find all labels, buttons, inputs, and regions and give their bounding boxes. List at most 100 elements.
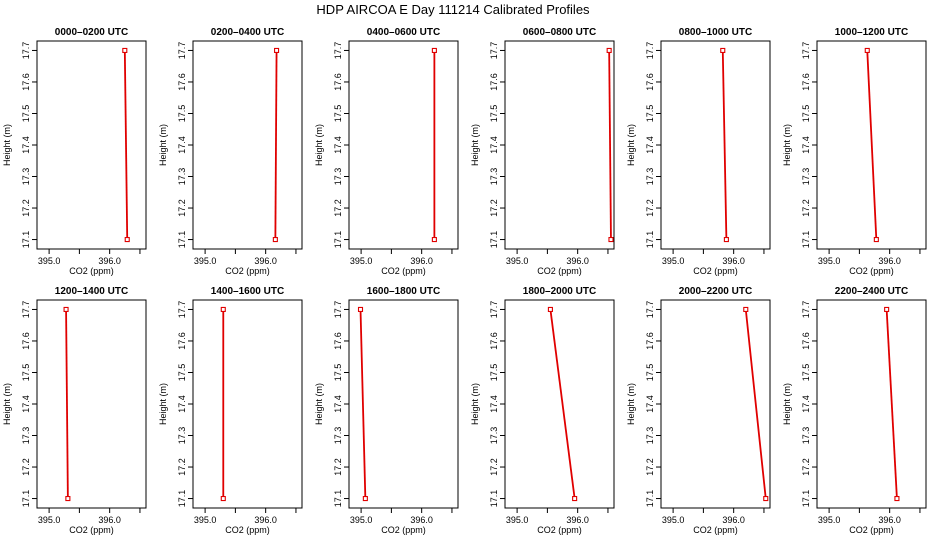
y-axis-label: Height (m) bbox=[626, 383, 636, 425]
x-tick-label: 396.0 bbox=[878, 256, 901, 266]
x-tick-label: 396.0 bbox=[410, 515, 433, 525]
panel-title: 0200–0400 UTC bbox=[211, 27, 284, 38]
y-tick-label: 17.2 bbox=[177, 199, 187, 217]
data-point bbox=[864, 47, 870, 54]
x-tick-label: 395.0 bbox=[38, 515, 61, 525]
plot-frame bbox=[348, 40, 459, 250]
profile-panel: 1200–1400 UTC 395.0 396.0 17.1 17.2 17.3 17.4 1… bbox=[2, 286, 147, 535]
x-axis-label: CO2 (ppm) bbox=[225, 525, 270, 535]
x-axis-label: CO2 (ppm) bbox=[381, 525, 426, 535]
panel-title: 0600–0800 UTC bbox=[523, 27, 596, 38]
y-tick-label: 17.3 bbox=[21, 427, 31, 445]
data-point bbox=[884, 306, 890, 313]
data-point bbox=[723, 236, 729, 243]
y-tick-label: 17.5 bbox=[21, 364, 31, 382]
profile-panel: 2200–2400 UTC 395.0 396.0 17.1 17.2 17.3 17.4 1… bbox=[782, 286, 927, 535]
y-tick-label: 17.3 bbox=[645, 427, 655, 445]
y-tick-label: 17.6 bbox=[177, 73, 187, 91]
y-tick-label: 17.7 bbox=[645, 42, 655, 60]
x-tick-label: 396.0 bbox=[566, 515, 589, 525]
y-tick-label: 17.2 bbox=[489, 458, 499, 476]
x-tick-label: 396.0 bbox=[254, 515, 277, 525]
y-tick-label: 17.5 bbox=[489, 364, 499, 382]
x-axis-label: CO2 (ppm) bbox=[381, 266, 426, 276]
x-tick-label: 395.0 bbox=[194, 256, 217, 266]
profile-line bbox=[549, 309, 576, 499]
profile-panel: 1800–2000 UTC 395.0 396.0 17.1 17.2 17.3 17.4 1… bbox=[470, 286, 615, 535]
data-point bbox=[272, 236, 278, 243]
y-tick-label: 17.2 bbox=[645, 458, 655, 476]
x-axis-label: CO2 (ppm) bbox=[693, 525, 738, 535]
panel-title: 2200–2400 UTC bbox=[835, 286, 908, 297]
y-axis-label: Height (m) bbox=[2, 383, 12, 425]
y-tick-label: 17.4 bbox=[645, 136, 655, 154]
y-axis-label: Height (m) bbox=[158, 124, 168, 166]
y-tick-label: 17.1 bbox=[21, 231, 31, 249]
plot-frame bbox=[192, 299, 303, 509]
y-tick-label: 17.5 bbox=[333, 364, 343, 382]
data-point bbox=[362, 495, 368, 502]
y-tick-label: 17.3 bbox=[645, 168, 655, 186]
y-tick-label: 17.6 bbox=[489, 73, 499, 91]
x-tick-label: 396.0 bbox=[566, 256, 589, 266]
profile-line bbox=[721, 50, 728, 240]
profile-panel: 1000–1200 UTC 395.0 396.0 17.1 17.2 17.3 17.4 1… bbox=[782, 27, 927, 276]
y-tick-label: 17.6 bbox=[21, 73, 31, 91]
y-tick-label: 17.7 bbox=[177, 301, 187, 319]
panel-title: 0000–0200 UTC bbox=[55, 27, 128, 38]
y-tick-label: 17.5 bbox=[801, 364, 811, 382]
y-tick-label: 17.1 bbox=[177, 231, 187, 249]
y-tick-label: 17.1 bbox=[21, 490, 31, 508]
y-axis-label: Height (m) bbox=[470, 124, 480, 166]
x-tick-label: 396.0 bbox=[722, 256, 745, 266]
plot-frame bbox=[504, 40, 615, 250]
panel-title: 1800–2000 UTC bbox=[523, 286, 596, 297]
y-tick-label: 17.4 bbox=[801, 395, 811, 413]
x-axis-label: CO2 (ppm) bbox=[69, 525, 114, 535]
y-tick-label: 17.5 bbox=[177, 105, 187, 123]
x-axis-label: CO2 (ppm) bbox=[693, 266, 738, 276]
data-point bbox=[122, 47, 128, 54]
data-point bbox=[65, 495, 71, 502]
x-axis-label: CO2 (ppm) bbox=[849, 266, 894, 276]
y-tick-label: 17.3 bbox=[489, 168, 499, 186]
plot-frame bbox=[192, 40, 303, 250]
data-point bbox=[220, 495, 226, 502]
y-tick-label: 17.4 bbox=[333, 136, 343, 154]
y-tick-label: 17.5 bbox=[645, 364, 655, 382]
x-tick-label: 396.0 bbox=[98, 256, 121, 266]
y-axis-label: Height (m) bbox=[782, 124, 792, 166]
y-tick-label: 17.7 bbox=[333, 42, 343, 60]
y-axis-label: Height (m) bbox=[782, 383, 792, 425]
y-tick-label: 17.4 bbox=[489, 136, 499, 154]
y-tick-label: 17.7 bbox=[645, 301, 655, 319]
y-tick-label: 17.4 bbox=[177, 136, 187, 154]
data-point bbox=[608, 236, 614, 243]
data-point bbox=[763, 495, 769, 502]
y-tick-label: 17.2 bbox=[645, 199, 655, 217]
y-axis-label: Height (m) bbox=[626, 124, 636, 166]
y-tick-label: 17.5 bbox=[21, 105, 31, 123]
profile-panel: 0000–0200 UTC 395.0 396.0 17.1 17.2 17.3 17.4 1… bbox=[2, 27, 147, 276]
plot-frame bbox=[660, 299, 771, 509]
x-tick-label: 395.0 bbox=[662, 256, 685, 266]
y-tick-label: 17.1 bbox=[489, 231, 499, 249]
x-tick-label: 395.0 bbox=[818, 256, 841, 266]
x-tick-label: 395.0 bbox=[350, 256, 373, 266]
profile-panel: 1400–1600 UTC 395.0 396.0 17.1 17.2 17.3 17.4 1… bbox=[158, 286, 303, 535]
y-tick-label: 17.6 bbox=[489, 332, 499, 350]
y-tick-label: 17.6 bbox=[645, 73, 655, 91]
data-point bbox=[873, 236, 879, 243]
y-tick-label: 17.6 bbox=[801, 332, 811, 350]
y-tick-label: 17.4 bbox=[489, 395, 499, 413]
y-axis-label: Height (m) bbox=[314, 124, 324, 166]
y-tick-label: 17.1 bbox=[801, 231, 811, 249]
x-tick-label: 396.0 bbox=[878, 515, 901, 525]
y-tick-label: 17.7 bbox=[21, 42, 31, 60]
data-point bbox=[357, 306, 364, 313]
y-tick-label: 17.3 bbox=[21, 168, 31, 186]
data-point bbox=[743, 306, 749, 313]
x-tick-label: 395.0 bbox=[662, 515, 685, 525]
profile-line bbox=[274, 50, 278, 240]
